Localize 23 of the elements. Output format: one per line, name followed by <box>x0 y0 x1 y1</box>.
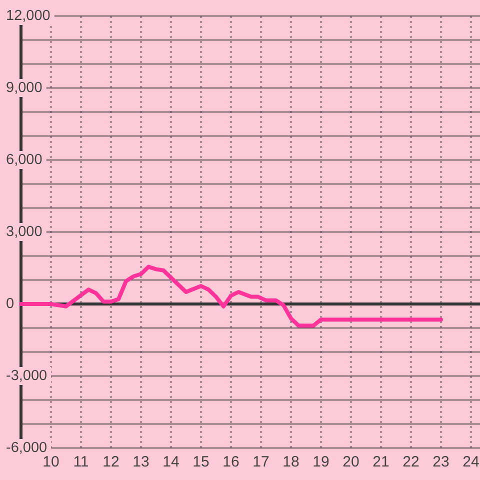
y-tick-label: -6,000 <box>6 440 48 456</box>
x-tick-label: 23 <box>432 454 450 470</box>
x-tick-label: 20 <box>342 454 360 470</box>
x-tick-label: 22 <box>402 454 420 470</box>
x-tick-label: 12 <box>102 454 120 470</box>
x-tick-label: 13 <box>132 454 150 470</box>
x-tick-label: 19 <box>312 454 330 470</box>
line-series <box>19 264 443 328</box>
x-tick-label: 16 <box>222 454 240 470</box>
y-tick-label: 9,000 <box>6 80 42 96</box>
x-tick-label: 18 <box>282 454 300 470</box>
x-tick-label: 24 <box>462 454 480 470</box>
x-tick-label: 15 <box>192 454 210 470</box>
y-tick-label: 3,000 <box>6 224 42 240</box>
y-tick-label: -3,000 <box>6 368 48 384</box>
x-tick-label: 21 <box>372 454 390 470</box>
x-tick-label: 14 <box>162 454 180 470</box>
x-tick-label: 11 <box>73 454 89 470</box>
y-tick-label: 12,000 <box>6 8 50 24</box>
y-tick-label: 0 <box>6 296 14 312</box>
y-tick-label: 6,000 <box>6 152 42 168</box>
x-tick-label: 10 <box>42 454 60 470</box>
x-tick-label: 17 <box>252 454 270 470</box>
